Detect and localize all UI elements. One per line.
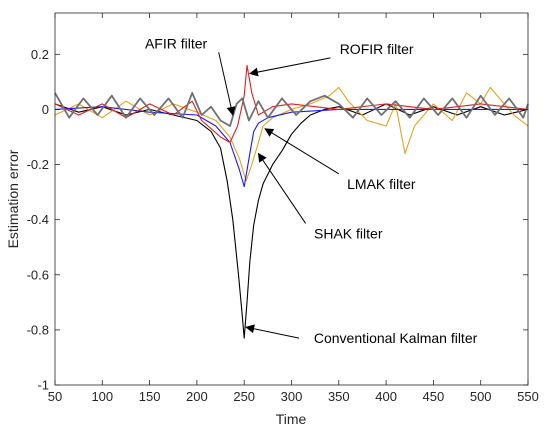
annotation-label: SHAK filter <box>314 225 383 241</box>
y-tick-label: -0.2 <box>27 157 49 172</box>
y-tick-label: 0.2 <box>31 47 49 62</box>
annotation-arrow <box>218 52 236 116</box>
annotation-arrow <box>245 324 300 339</box>
series-line-1 <box>54 86 529 182</box>
y-tick-label: -0.6 <box>27 267 49 282</box>
plot-area <box>55 13 528 385</box>
annotation-layer: AFIR filter ROFIR filter LMAK filter SHAK f… <box>145 35 478 346</box>
x-tick-label: 500 <box>470 389 492 404</box>
annotation-arrow <box>248 57 331 77</box>
annotation-label: ROFIR filter <box>340 41 414 57</box>
y-tick-label: -0.4 <box>27 212 49 227</box>
annotation-arrow <box>264 128 340 175</box>
annotation-label: LMAK filter <box>347 176 416 192</box>
y-tick-label: -1 <box>37 378 49 393</box>
x-tick-label: 250 <box>233 389 255 404</box>
series-line-2 <box>54 106 528 188</box>
x-tick-label: 150 <box>139 389 161 404</box>
series-line-3 <box>54 64 529 144</box>
x-axis-label: Time <box>276 411 307 427</box>
series-line-4 <box>54 92 529 127</box>
y-tick-label: -0.8 <box>27 322 49 337</box>
x-tick-label: 50 <box>48 389 62 404</box>
annotation-arrow <box>257 152 307 224</box>
x-tick-label: 550 <box>517 389 539 404</box>
y-axis-label: Estimation error <box>5 149 21 248</box>
x-tick-label: 300 <box>281 389 303 404</box>
x-tick-label: 400 <box>375 389 397 404</box>
x-tick-label: 200 <box>186 389 208 404</box>
annotation-label: AFIR filter <box>145 35 208 51</box>
x-tick-label: 450 <box>423 389 445 404</box>
x-tick-label: 350 <box>328 389 350 404</box>
series-layer <box>54 64 529 339</box>
axes-layer: 50 100 150 200 250 300 350 400 450 500 550 -1 -0.8 -0… <box>27 12 539 404</box>
y-tick-label: 0 <box>42 102 49 117</box>
x-tick-label: 100 <box>91 389 113 404</box>
annotation-label: Conventional Kalman filter <box>314 330 478 346</box>
